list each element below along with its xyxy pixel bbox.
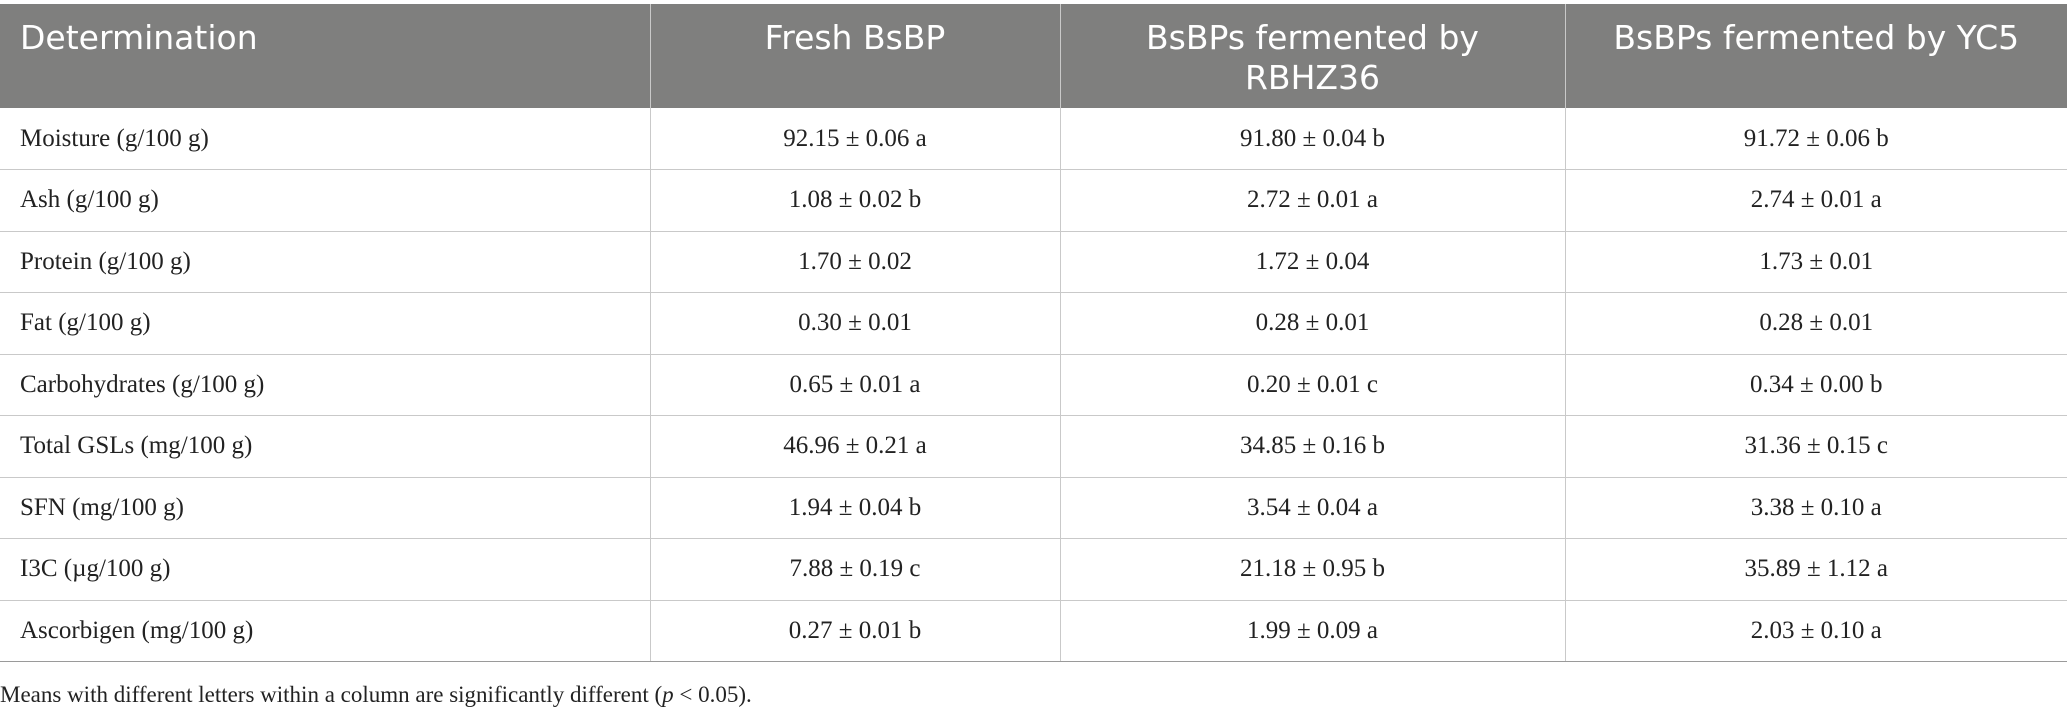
table-row: Carbohydrates (g/100 g) 0.65 ± 0.01 a 0.… — [0, 354, 2067, 416]
cell-rbhz36: 21.18 ± 0.95 b — [1060, 538, 1566, 601]
row-label: I3C (µg/100 g) — [0, 538, 651, 601]
cell-rbhz36: 1.72 ± 0.04 — [1060, 231, 1566, 293]
cell-yc5: 0.28 ± 0.01 — [1565, 292, 2067, 355]
cell-yc5: 91.72 ± 0.06 b — [1565, 108, 2067, 170]
header-determination: Determination — [0, 4, 651, 108]
header-rbhz36: BsBPs fermented by RBHZ36 — [1060, 4, 1566, 108]
cell-rbhz36: 3.54 ± 0.04 a — [1060, 477, 1566, 539]
cell-fresh: 1.94 ± 0.04 b — [650, 477, 1061, 539]
row-label: Ash (g/100 g) — [0, 169, 651, 232]
footnote-text-end: < 0.05). — [673, 682, 752, 707]
cell-yc5: 1.73 ± 0.01 — [1565, 231, 2067, 293]
cell-yc5: 31.36 ± 0.15 c — [1565, 415, 2067, 478]
table-row: Protein (g/100 g) 1.70 ± 0.02 1.72 ± 0.0… — [0, 231, 2067, 293]
row-label: Carbohydrates (g/100 g) — [0, 354, 651, 416]
cell-rbhz36: 34.85 ± 0.16 b — [1060, 415, 1566, 478]
table-row: Fat (g/100 g) 0.30 ± 0.01 0.28 ± 0.01 0.… — [0, 292, 2067, 355]
cell-rbhz36: 2.72 ± 0.01 a — [1060, 169, 1566, 232]
cell-yc5: 3.38 ± 0.10 a — [1565, 477, 2067, 539]
row-label: Protein (g/100 g) — [0, 231, 651, 293]
row-label: Fat (g/100 g) — [0, 292, 651, 355]
footnote-text: Means with different letters within a co… — [0, 682, 663, 707]
table-row: Moisture (g/100 g) 92.15 ± 0.06 a 91.80 … — [0, 108, 2067, 170]
composition-table: Determination Fresh BsBP BsBPs fermented… — [0, 4, 2067, 662]
cell-rbhz36: 1.99 ± 0.09 a — [1060, 600, 1566, 662]
table-row: Ash (g/100 g) 1.08 ± 0.02 b 2.72 ± 0.01 … — [0, 169, 2067, 232]
row-label: Moisture (g/100 g) — [0, 108, 651, 170]
cell-fresh: 0.27 ± 0.01 b — [650, 600, 1061, 662]
header-yc5: BsBPs fermented by YC5 — [1565, 4, 2067, 108]
cell-fresh: 46.96 ± 0.21 a — [650, 415, 1061, 478]
cell-fresh: 7.88 ± 0.19 c — [650, 538, 1061, 601]
nutrition-table-container: Determination Fresh BsBP BsBPs fermented… — [0, 4, 2067, 662]
footnote-p-symbol: p — [662, 682, 674, 707]
cell-fresh: 92.15 ± 0.06 a — [650, 108, 1061, 170]
cell-yc5: 35.89 ± 1.12 a — [1565, 538, 2067, 601]
table-row: SFN (mg/100 g) 1.94 ± 0.04 b 3.54 ± 0.04… — [0, 477, 2067, 539]
table-row: Ascorbigen (mg/100 g) 0.27 ± 0.01 b 1.99… — [0, 600, 2067, 662]
row-label: Ascorbigen (mg/100 g) — [0, 600, 651, 662]
cell-yc5: 0.34 ± 0.00 b — [1565, 354, 2067, 416]
cell-yc5: 2.74 ± 0.01 a — [1565, 169, 2067, 232]
cell-fresh: 0.65 ± 0.01 a — [650, 354, 1061, 416]
row-label: SFN (mg/100 g) — [0, 477, 651, 539]
cell-fresh: 0.30 ± 0.01 — [650, 292, 1061, 355]
row-label: Total GSLs (mg/100 g) — [0, 415, 651, 478]
header-fresh-bsbp: Fresh BsBP — [650, 4, 1061, 108]
cell-fresh: 1.70 ± 0.02 — [650, 231, 1061, 293]
table-row: Total GSLs (mg/100 g) 46.96 ± 0.21 a 34.… — [0, 415, 2067, 478]
table-header-row: Determination Fresh BsBP BsBPs fermented… — [0, 4, 2067, 108]
cell-rbhz36: 0.20 ± 0.01 c — [1060, 354, 1566, 416]
cell-fresh: 1.08 ± 0.02 b — [650, 169, 1061, 232]
table-row: I3C (µg/100 g) 7.88 ± 0.19 c 21.18 ± 0.9… — [0, 538, 2067, 601]
table-footnote: Means with different letters within a co… — [0, 682, 752, 708]
cell-rbhz36: 0.28 ± 0.01 — [1060, 292, 1566, 355]
cell-yc5: 2.03 ± 0.10 a — [1565, 600, 2067, 662]
cell-rbhz36: 91.80 ± 0.04 b — [1060, 108, 1566, 170]
